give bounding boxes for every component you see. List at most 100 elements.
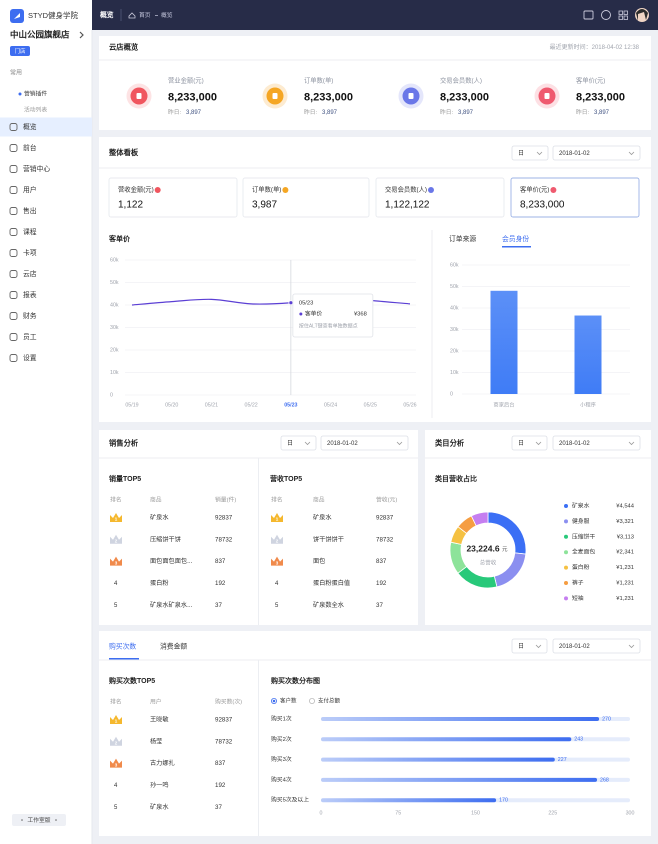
menu-item[interactable]: 设置 — [23, 353, 37, 362]
rank: 5 — [114, 603, 118, 609]
card — [99, 36, 651, 130]
menu-item[interactable]: 前台 — [23, 143, 37, 152]
metric-value: 1,122,122 — [385, 200, 430, 211]
menu-icon — [9, 312, 18, 320]
shortcut[interactable]: 活动列表 — [24, 106, 47, 114]
tooltip-title: 05/23 — [299, 301, 314, 307]
bar — [321, 717, 600, 721]
select-value: 2018-01-02 — [559, 441, 590, 447]
apps-icon[interactable] — [618, 10, 623, 15]
x-tick-label: 小程序 — [580, 400, 597, 408]
bullet — [18, 92, 22, 96]
menu-icon — [9, 165, 18, 173]
x-tick-label: 05/21 — [205, 402, 218, 408]
apps-icon[interactable] — [623, 15, 628, 20]
tab[interactable]: 会员身份 — [502, 234, 529, 243]
legend-label: 短袖 — [572, 594, 584, 602]
table-name: 孙一鸣 — [150, 781, 169, 789]
table-value: 92837 — [376, 515, 394, 522]
table-name: 饼干饼饼干 — [313, 535, 344, 543]
apps-icon[interactable] — [623, 10, 628, 15]
select[interactable] — [552, 435, 641, 451]
select[interactable] — [320, 435, 409, 451]
tab[interactable]: 订单来源 — [449, 234, 476, 243]
metric-card[interactable] — [242, 177, 370, 218]
select-value: 2018-01-02 — [327, 441, 358, 447]
tab-underline — [109, 658, 139, 660]
y-tick-label: 50k — [450, 284, 459, 290]
table-title: 销量TOP5 — [108, 474, 141, 483]
metric-value: 8,233,000 — [520, 200, 565, 211]
rank-badge — [110, 715, 122, 724]
y-tick-label: 20k — [450, 348, 459, 354]
rank-badge — [110, 513, 122, 522]
tab[interactable]: 购买次数 — [109, 641, 136, 650]
center-unit: 元 — [502, 546, 508, 553]
kpi-value: 8,233,000 — [168, 91, 217, 103]
menu-item[interactable]: 营销中心 — [23, 164, 50, 173]
menu-item[interactable]: 卡项 — [23, 248, 37, 257]
rank: 1 — [115, 517, 118, 522]
center-value: 23,224.6 — [466, 543, 499, 553]
x-tick-label: 05/20 — [165, 402, 178, 408]
metric-card[interactable] — [375, 177, 505, 218]
menu-item[interactable]: 员工 — [23, 333, 37, 341]
select[interactable] — [511, 638, 548, 654]
table-header: 用户 — [150, 698, 162, 706]
rank-badge — [271, 534, 283, 544]
home-icon — [128, 12, 136, 19]
hover-point — [288, 300, 294, 306]
menu-item[interactable]: 概览 — [23, 122, 37, 131]
kpi-yesterday: 3,897 — [458, 110, 474, 116]
message-icon[interactable] — [583, 10, 594, 20]
menu-item[interactable]: 用户 — [23, 185, 37, 194]
radio[interactable] — [308, 698, 315, 705]
select[interactable] — [280, 435, 317, 451]
select[interactable] — [511, 435, 548, 451]
bar — [574, 315, 602, 394]
tooltip-dot — [299, 312, 303, 316]
tab[interactable]: 消费金额 — [160, 641, 187, 650]
menu-icon — [9, 186, 18, 194]
menu-item[interactable]: 财务 — [23, 311, 37, 320]
select-value: 2018-01-02 — [559, 644, 590, 650]
legend-value: ¥3,321 — [616, 519, 634, 525]
table-value: 837 — [215, 558, 226, 565]
x-tick-label: 75 — [395, 810, 401, 816]
select[interactable] — [552, 145, 641, 161]
legend-dot — [564, 534, 568, 539]
rank-badge — [271, 556, 283, 566]
menu-icon — [9, 144, 18, 152]
apps-icon[interactable] — [618, 15, 623, 20]
kpi-yesterday-label: 昨日: — [168, 108, 182, 116]
edition[interactable]: 工作室版 — [27, 816, 50, 824]
menu-icon — [9, 249, 18, 257]
kpi-yesterday: 3,897 — [322, 110, 338, 116]
menu-item[interactable]: 报表 — [23, 290, 37, 299]
metric-card[interactable] — [510, 177, 640, 218]
metric-card[interactable] — [108, 177, 238, 218]
table-name: 面包 — [313, 557, 325, 565]
bar — [321, 737, 572, 742]
breadcrumb[interactable]: 首页 — [139, 11, 151, 19]
select-value: 日 — [518, 150, 524, 157]
kpi-icon-glyph — [544, 93, 550, 99]
shortcut[interactable]: 营销插件 — [24, 90, 47, 98]
table-header: 排名 — [110, 496, 122, 504]
select-arrow — [536, 151, 543, 156]
x-tick-label: 05/23 — [284, 402, 297, 408]
table-name: 蛋白粉蛋白值 — [313, 579, 350, 587]
y-tick-label: 购买5次及以上 — [271, 796, 309, 804]
x-tick-label: 05/19 — [125, 402, 138, 408]
table-header: 销量(件) — [215, 496, 236, 504]
select[interactable] — [511, 145, 549, 161]
menu-item[interactable]: 售出 — [23, 206, 37, 215]
card-title: 类目分析 — [435, 438, 465, 447]
table-name: 矿泉水矿泉水... — [150, 601, 193, 609]
menu-item[interactable]: 云店 — [23, 269, 37, 278]
select[interactable] — [552, 638, 641, 654]
language-icon[interactable] — [601, 10, 611, 20]
metric-label: 客单价(元) — [520, 185, 549, 194]
menu-item[interactable]: 课程 — [23, 227, 37, 236]
menu-icon — [9, 354, 18, 362]
